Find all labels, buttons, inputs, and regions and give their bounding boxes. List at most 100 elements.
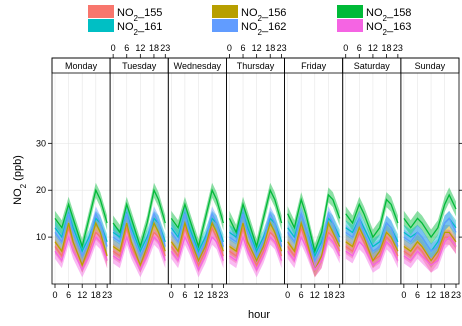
series-line xyxy=(170,211,225,258)
legend-label: NO2_156 xyxy=(241,7,286,23)
series-line xyxy=(170,220,225,263)
legend: NO2_155 NO2_156 NO2_158 NO2_161 NO2_162 NO2_1… xyxy=(88,5,411,37)
x-tick-label: 18 xyxy=(323,290,333,300)
y-tick-label: 30 xyxy=(36,138,46,148)
x-axis: 0 6 12 18 23 0 6 12 18 23 0 6 12 18 23 0 6 12 18 23 xyxy=(52,284,461,300)
x-tick-label: 0 xyxy=(227,43,232,53)
series-line xyxy=(229,227,283,267)
series-line xyxy=(112,211,166,258)
series-line xyxy=(170,235,225,272)
series-line xyxy=(112,211,166,253)
x-tick-label: 23 xyxy=(218,290,228,300)
series-line xyxy=(170,211,225,253)
series-band xyxy=(403,210,456,259)
series-line xyxy=(345,240,399,267)
series-line xyxy=(345,198,399,239)
series-line xyxy=(54,211,108,258)
series-line xyxy=(112,221,166,268)
x-tick-label: 6 xyxy=(415,290,420,300)
panel-label: Tuesday xyxy=(122,61,157,71)
series-line xyxy=(112,188,166,249)
x-tick-label: 0 xyxy=(52,290,57,300)
series-line xyxy=(229,211,283,253)
x-tick-label: 23 xyxy=(451,290,461,300)
x-tick-label: 12 xyxy=(252,43,262,53)
x-tick-label: 18 xyxy=(149,43,159,53)
series-line xyxy=(403,217,457,253)
x-tick-label: 23 xyxy=(277,43,287,53)
panel: Saturday xyxy=(342,57,402,285)
panel: Friday xyxy=(284,57,344,285)
series-line xyxy=(228,188,283,249)
series-line xyxy=(229,211,283,258)
x-tick-label: 23 xyxy=(335,290,345,300)
x-tick-label: 12 xyxy=(77,290,87,300)
legend-swatch xyxy=(88,5,114,18)
x-tick-label: 0 xyxy=(111,43,116,53)
x-tick-label: 6 xyxy=(124,43,129,53)
series-band xyxy=(403,187,456,245)
series-line xyxy=(403,193,457,239)
panel: Sunday xyxy=(400,57,460,285)
x-tick-label: 12 xyxy=(135,43,145,53)
y-axis-title: NO2 (ppb) xyxy=(12,155,28,205)
x-tick-label: 6 xyxy=(299,290,304,300)
series-line xyxy=(229,234,283,272)
panel: Tuesday xyxy=(109,57,169,285)
legend-label: NO2_158 xyxy=(366,7,411,23)
x-tick-label: 0 xyxy=(285,290,290,300)
series-line xyxy=(54,188,108,249)
panel: Wednesday xyxy=(167,57,227,285)
x-tick-label: 6 xyxy=(241,43,246,53)
series-line xyxy=(403,231,457,262)
legend-swatch xyxy=(88,19,114,32)
series-band xyxy=(345,210,398,259)
x-tick-label: 12 xyxy=(426,290,436,300)
series-band xyxy=(229,220,282,273)
legend-swatch xyxy=(337,19,363,32)
panel: Thursday xyxy=(226,57,285,285)
series-line xyxy=(287,211,341,258)
x-tick-label: 18 xyxy=(207,290,217,300)
x-tick-label: 6 xyxy=(66,290,71,300)
series-line xyxy=(287,193,341,254)
panel-border xyxy=(400,57,460,285)
series-line xyxy=(170,225,225,267)
series-band xyxy=(171,182,224,254)
series-band xyxy=(55,182,108,254)
panel-label: Sunday xyxy=(415,61,446,71)
series-line xyxy=(54,221,108,268)
legend-swatch xyxy=(212,5,238,18)
x-tick-label: 0 xyxy=(401,290,406,300)
series-line xyxy=(54,234,108,272)
x-tick-label: 6 xyxy=(182,290,187,300)
x-tick-label: 0 xyxy=(169,290,174,300)
x-tick-label: 18 xyxy=(382,43,392,53)
x-tick-label: 0 xyxy=(343,43,348,53)
panel-label: Friday xyxy=(301,61,327,71)
series-line xyxy=(345,226,399,262)
top-x-axis: 0 6 12 18 23 0 6 12 18 23 0 6 12 18 23 xyxy=(111,43,403,58)
series-band xyxy=(229,182,282,254)
legend-label: NO2_155 xyxy=(117,7,162,23)
series-band xyxy=(55,220,108,273)
series-line xyxy=(345,216,399,253)
x-tick-label: 23 xyxy=(160,43,170,53)
y-tick-label: 10 xyxy=(36,232,46,242)
panel-label: Monday xyxy=(65,61,98,71)
series-line xyxy=(229,221,283,263)
legend-swatch xyxy=(212,19,238,32)
x-tick-label: 23 xyxy=(393,43,403,53)
x-tick-label: 18 xyxy=(265,43,275,53)
series-band xyxy=(403,210,456,259)
series-line xyxy=(170,188,225,249)
legend-label: NO2_161 xyxy=(117,21,162,37)
series-band xyxy=(113,220,166,273)
panel: Monday xyxy=(51,57,111,285)
series-line xyxy=(287,235,341,272)
x-tick-label: 23 xyxy=(102,290,112,300)
x-axis-title: hour xyxy=(248,309,270,321)
y-tick-label: 20 xyxy=(36,185,46,195)
panel-label: Saturday xyxy=(354,61,391,71)
